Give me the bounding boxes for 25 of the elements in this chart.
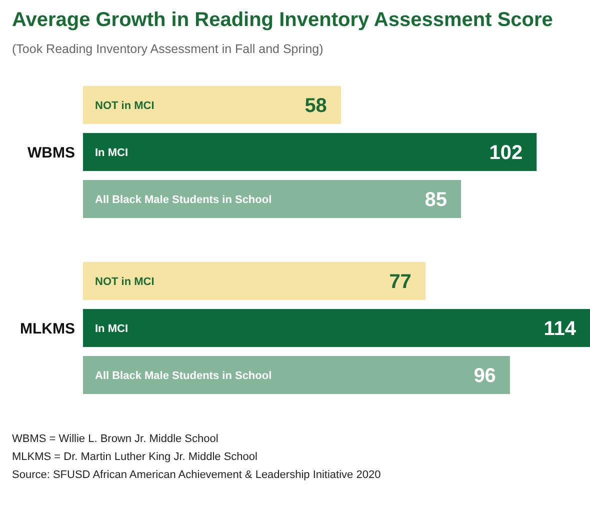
text: All Black Male Students in School (95, 370, 272, 382)
bar (83, 309, 590, 347)
data-label: 85 (424, 189, 448, 211)
series-label: NOT in MCI (95, 100, 154, 112)
bar (83, 180, 462, 218)
source-note: Source: SFUSD African American Achievement & Leadership Initiative 2020 (12, 468, 382, 483)
bar (83, 356, 510, 394)
chart-subtitle: (Took Reading Inventory Assessment in Fall and Spring) (12, 42, 324, 56)
series-label: All Black Male Students in School (95, 194, 272, 206)
y-tick-label: MLKMS (20, 320, 75, 338)
data-label: 77 (389, 271, 412, 293)
text: NOT in MCI (95, 276, 154, 288)
bar (83, 133, 537, 171)
text: MLKMS = Dr. Martin Luther King Jr. Middle School (12, 450, 258, 465)
data-label: 102 (489, 142, 523, 164)
series-label: In MCI (95, 147, 128, 159)
data-label: 58 (304, 95, 327, 117)
data-label: 96 (474, 365, 496, 387)
text: WBMS = Willie L. Brown Jr. Middle School (12, 432, 220, 447)
text: In MCI (95, 323, 128, 335)
bar (83, 262, 426, 300)
data-label: 114 (544, 318, 577, 340)
y-tick-label: WBMS (28, 144, 75, 162)
bar (83, 86, 341, 124)
chart-title: Average Growth in Reading Inventory Assessment Score (12, 8, 554, 32)
